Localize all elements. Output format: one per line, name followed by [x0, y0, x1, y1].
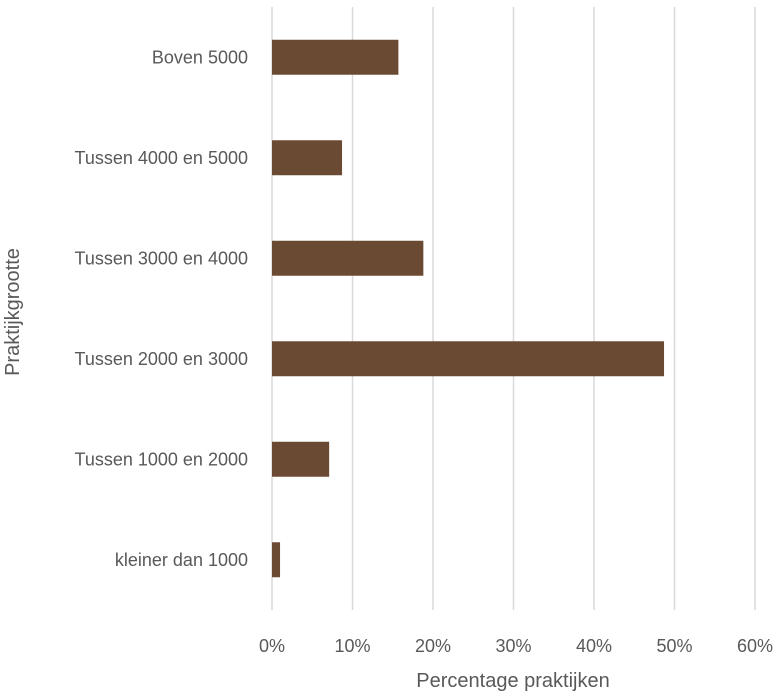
bar: [272, 542, 281, 578]
x-tick-label: 30%: [495, 636, 531, 656]
bar: [272, 240, 424, 276]
bar: [272, 140, 343, 176]
x-tick-label: 10%: [334, 636, 370, 656]
x-tick-label: 20%: [415, 636, 451, 656]
category-label: Tussen 1000 en 2000: [75, 449, 248, 469]
gridlines: [271, 7, 756, 610]
bar: [272, 39, 399, 75]
bar: [272, 441, 330, 477]
x-tick-label: 40%: [576, 636, 612, 656]
bars: [272, 39, 665, 578]
x-axis-title: Percentage praktijken: [416, 670, 609, 692]
bar: [272, 341, 665, 377]
category-labels: kleiner dan 1000 Tussen 1000 en 2000 Tusse…: [75, 47, 248, 570]
category-label: Tussen 4000 en 5000: [75, 148, 248, 168]
category-label: Tussen 3000 en 4000: [75, 248, 248, 268]
x-tick-label: 60%: [737, 636, 773, 656]
y-axis-title: Praktijkgrootte: [2, 248, 24, 376]
category-label: Boven 5000: [152, 47, 248, 67]
category-label: Tussen 2000 en 3000: [75, 349, 248, 369]
x-tick-label: 50%: [656, 636, 692, 656]
tick-labels: 0% 10% 20% 30% 40% 50% 60%: [259, 636, 773, 656]
category-label: kleiner dan 1000: [115, 550, 248, 570]
x-tick-label: 0%: [259, 636, 285, 656]
